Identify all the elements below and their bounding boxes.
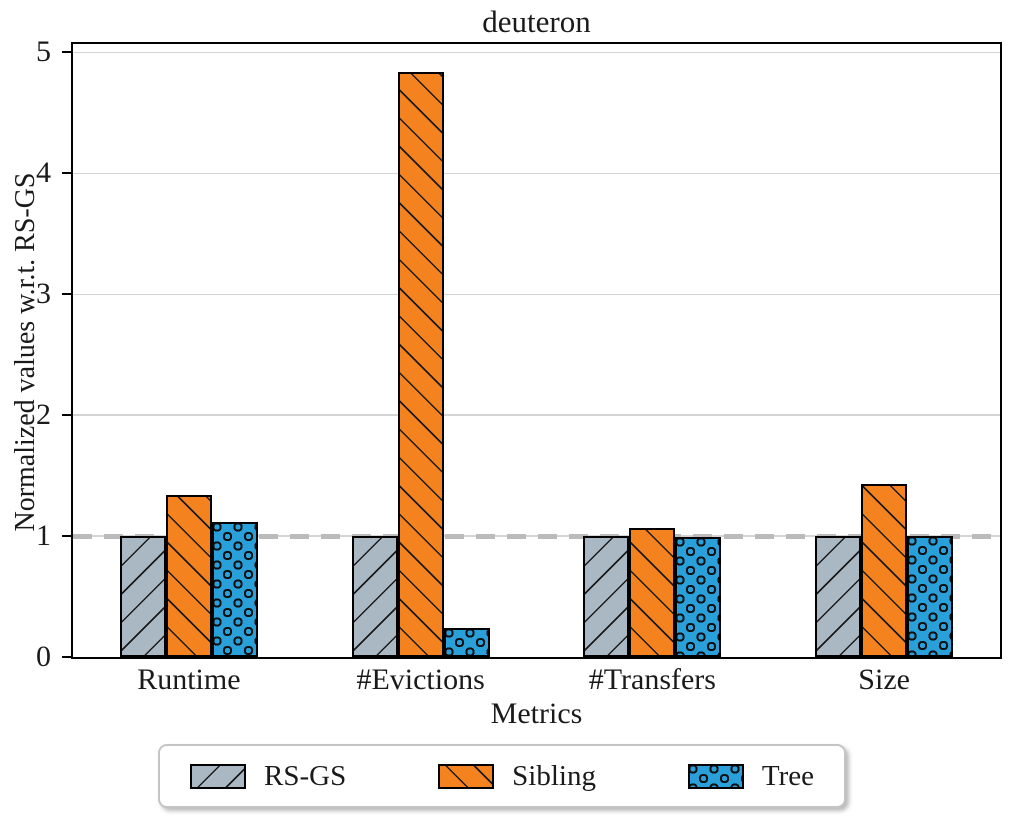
bar-rs-gs bbox=[815, 536, 862, 657]
gridline bbox=[73, 293, 1000, 296]
bar-sibling bbox=[629, 527, 676, 657]
y-axis-tick-label: 0 bbox=[36, 640, 51, 673]
x-axis: Runtime #Evictions #Transfers Size bbox=[71, 663, 1002, 703]
y-axis-tick-label: 2 bbox=[36, 398, 51, 432]
gridline bbox=[73, 51, 1000, 54]
legend-label: RS-GS bbox=[264, 759, 347, 792]
legend-swatch-tree bbox=[687, 763, 744, 789]
bar-sibling bbox=[861, 484, 908, 657]
bar-tree bbox=[443, 627, 490, 657]
bar-group bbox=[351, 71, 490, 657]
bar-rs-gs bbox=[583, 536, 630, 657]
bar-tree bbox=[907, 536, 954, 657]
legend: RS-GS Sibling Tree bbox=[158, 744, 846, 808]
x-axis-tick-label: #Transfers bbox=[588, 663, 716, 696]
bar-tree bbox=[211, 521, 258, 657]
bar-sibling bbox=[165, 494, 212, 657]
chart-title: deuteron bbox=[482, 4, 591, 39]
legend-item: RS-GS bbox=[190, 760, 346, 793]
bar-group bbox=[583, 527, 722, 657]
y-axis-tick-label: 5 bbox=[36, 35, 51, 69]
y-axis-tick-label: 4 bbox=[36, 156, 51, 190]
plot-area bbox=[71, 42, 1002, 659]
y-axis-tick-label: 1 bbox=[36, 519, 51, 553]
y-axis-tick-mark bbox=[62, 172, 71, 175]
bar-rs-gs bbox=[119, 536, 166, 657]
legend-label: Tree bbox=[761, 759, 814, 792]
y-axis-tick-mark bbox=[62, 535, 71, 538]
legend-label: Sibling bbox=[512, 759, 596, 792]
legend-swatch-rs-gs bbox=[190, 763, 246, 789]
legend-item: Sibling bbox=[438, 760, 596, 793]
legend-swatch-sibling bbox=[438, 763, 495, 789]
legend-item: Tree bbox=[687, 759, 814, 793]
y-axis-tick-mark bbox=[62, 51, 71, 54]
bar-tree bbox=[675, 537, 722, 657]
x-axis-tick-label: #Evictions bbox=[356, 663, 485, 696]
y-axis: 0 1 2 3 4 5 bbox=[0, 37, 71, 672]
reference-dashed-line bbox=[73, 533, 1000, 539]
bar-rs-gs bbox=[351, 536, 398, 657]
y-axis-tick-label: 3 bbox=[36, 277, 51, 311]
x-axis-tick-label: Size bbox=[858, 663, 910, 696]
bar-group bbox=[119, 494, 258, 657]
x-axis-label: Metrics bbox=[490, 697, 583, 730]
y-axis-tick-mark bbox=[62, 656, 71, 658]
x-axis-tick-label: Runtime bbox=[137, 663, 241, 696]
y-axis-tick-mark bbox=[62, 293, 71, 296]
bar-sibling bbox=[397, 71, 444, 657]
gridline bbox=[73, 172, 1000, 175]
gridline bbox=[73, 414, 1000, 416]
bar-group bbox=[815, 484, 954, 657]
y-axis-tick-mark bbox=[62, 414, 71, 417]
